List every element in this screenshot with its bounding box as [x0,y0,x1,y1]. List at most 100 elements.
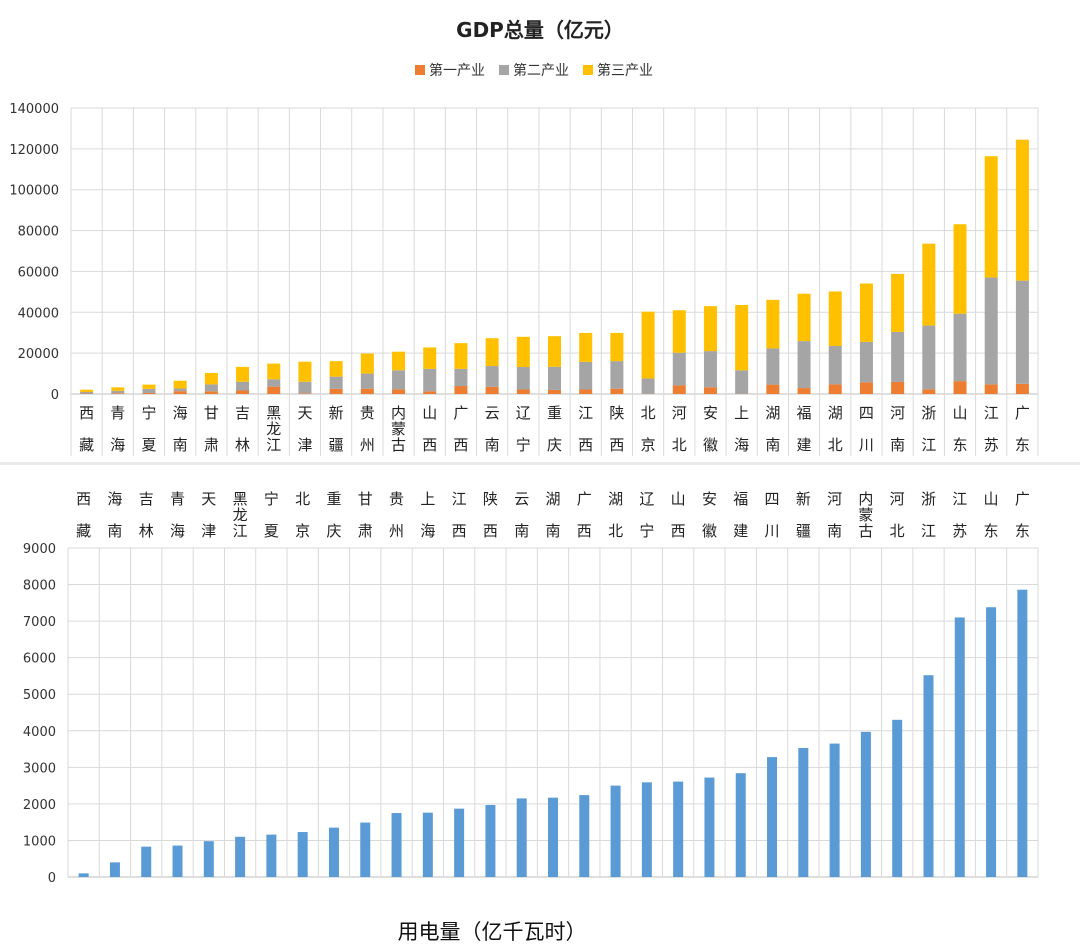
bar-2 [735,370,749,394]
x-tick-label: 海南 [107,490,122,540]
y-tick-label: 5000 [23,688,56,703]
x-tick-label: 福建 [797,404,812,454]
bar-1 [485,386,499,394]
x-tick-label: 吉林 [139,490,154,540]
x-tick-label: 青海 [110,404,125,454]
bar-3 [298,361,312,382]
x-tick-label: 新疆 [329,404,344,454]
x-tick-label: 宁夏 [264,490,279,540]
x-tick-label: 黑龙江 [233,490,248,540]
gdp-chart: GDP总量（亿元） 第一产业 第二产业 第三产业 0 20000 40000 60000 8… [9,18,1039,456]
bar-3 [922,243,936,326]
bar-1 [391,813,402,877]
bar-3 [797,293,811,342]
bar-2 [1015,280,1029,384]
bar-1 [923,675,934,877]
electricity-x-axis: 西藏海南吉林青海天津黑龙江宁夏北京重庆甘肃贵州上海江西陕西云南湖南广西湖北辽宁山… [76,490,1030,540]
x-tick-label: 山西 [422,404,437,454]
x-tick-label: 广西 [577,490,592,540]
bar-1 [422,812,433,877]
bar-2 [485,366,499,387]
bar-2 [204,384,218,392]
bar-1 [892,719,903,877]
bar-2 [267,379,281,387]
bar-2 [236,381,250,391]
x-tick-label: 海南 [173,404,188,454]
bar-2 [111,390,125,394]
bar-1 [984,384,998,394]
bar-2 [828,345,842,385]
bar-3 [204,372,218,385]
bar-1 [704,777,715,877]
x-tick-label: 浙江 [921,490,936,540]
x-tick-label: 江西 [452,490,467,540]
bar-3 [641,311,655,379]
x-tick-label: 福建 [733,490,748,540]
x-tick-label: 上海 [420,490,435,540]
bar-1 [922,389,936,394]
bar-3 [548,336,561,367]
bar-1 [235,836,246,877]
bar-1 [579,389,593,394]
y-tick-label: 6000 [23,652,56,667]
x-tick-label: 安徽 [702,490,717,540]
bar-1 [141,846,152,877]
x-tick-label: 贵州 [389,490,404,540]
bar-1 [109,862,120,877]
y-tick-label: 40000 [18,306,59,321]
bar-2 [766,348,780,385]
bar-3 [142,384,156,389]
bar-3 [267,363,281,380]
bar-1 [579,795,590,877]
gdp-chart-panel: GDP总量（亿元） 第一产业 第二产业 第三产业 0 20000 40000 60000 8… [0,0,1080,462]
bar-1 [673,781,684,877]
bar-2 [329,376,343,389]
bar-2 [922,325,936,390]
bar-1 [142,392,156,394]
x-tick-label: 江苏 [984,404,999,454]
x-tick-label: 辽宁 [639,490,654,540]
bar-3 [111,387,125,391]
legend-swatch [583,65,593,75]
bar-1 [860,731,871,877]
x-tick-label: 江西 [578,404,593,454]
gdp-grid [70,107,1039,456]
y-tick-label: 0 [48,871,56,886]
x-tick-label: 甘肃 [204,404,219,454]
bar-1 [360,388,374,394]
bar-3 [423,347,437,369]
x-tick-label: 宁夏 [141,404,156,454]
bar-1 [548,797,558,877]
bar-2 [703,351,717,388]
bar-1 [203,841,214,877]
electricity-chart-panel: 0 1000 2000 3000 4000 5000 6000 7000 8000 9000 西藏… [0,465,1080,952]
x-tick-label: 内蒙古 [391,404,406,454]
bar-2 [392,370,406,390]
x-tick-label: 北京 [641,404,656,454]
x-tick-label: 重庆 [547,404,562,454]
bar-2 [80,391,94,394]
bar-1 [610,785,621,877]
y-tick-label: 120000 [9,143,59,158]
bar-1 [204,391,218,394]
x-tick-label: 广东 [1015,490,1030,540]
bar-2 [142,388,156,393]
bar-2 [953,313,967,382]
x-tick-label: 山东 [953,404,968,454]
bar-1 [516,389,530,394]
panel-divider [0,462,1080,465]
bar-1 [172,845,183,877]
bar-2 [797,341,811,389]
bar-1 [485,804,496,877]
x-tick-label: 西藏 [76,490,91,540]
bar-3 [360,353,374,374]
bar-1 [1015,383,1029,394]
x-tick-label: 河北 [890,490,905,540]
bar-1 [829,743,840,877]
y-tick-label: 2000 [23,798,56,813]
bar-3 [672,310,686,353]
x-tick-label: 浙江 [921,404,936,454]
x-tick-label: 青海 [170,490,185,540]
bar-2 [641,378,655,394]
